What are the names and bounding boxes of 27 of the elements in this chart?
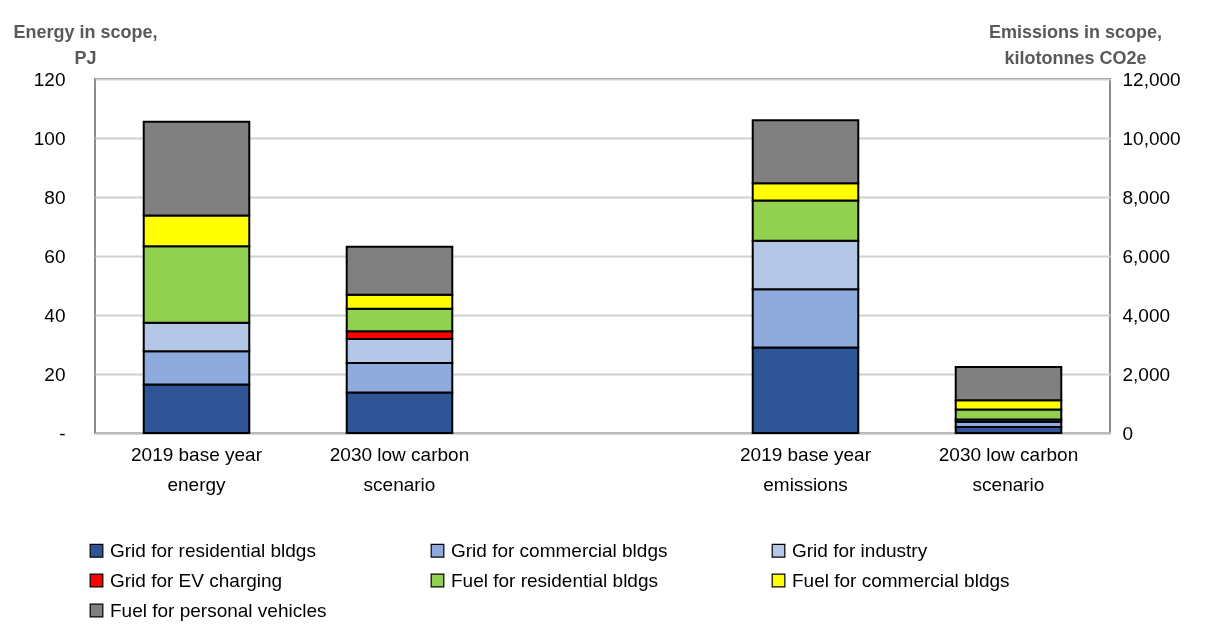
y-tick-label: 40: [44, 304, 66, 326]
legend-label: Grid for commercial bldgs: [451, 539, 668, 561]
legend-label: Fuel for personal vehicles: [110, 599, 327, 621]
legend-label: Fuel for commercial bldgs: [792, 569, 1010, 591]
y2-axis-title: Emissions in scope, kilotonnes CO2e: [988, 21, 1163, 68]
legend-label: Fuel for residential bldgs: [451, 569, 658, 591]
y-tick-label: 120: [33, 68, 66, 90]
y-axis-title: Energy in scope, PJ: [13, 21, 158, 68]
y2-tick-label: 8,000: [1122, 186, 1171, 208]
y-tick-label: -: [59, 422, 66, 444]
y-tick-label: 80: [44, 186, 66, 208]
legend-label: Grid for industry: [792, 539, 928, 561]
y2-tick-label: 12,000: [1122, 68, 1181, 90]
legend-label: Grid for residential bldgs: [110, 539, 316, 561]
y2-tick-label: 6,000: [1122, 245, 1171, 267]
legend-label: Grid for EV charging: [110, 569, 283, 591]
y2-tick-label: 4,000: [1122, 304, 1171, 326]
x-tick-label: 2019 base year emissions: [740, 443, 872, 495]
y2-tick-label: 10,000: [1122, 127, 1181, 149]
y-tick-label: 100: [33, 127, 66, 149]
x-tick-label: 2030 low carbon scenario: [329, 443, 470, 495]
x-tick-label: 2019 base year energy: [131, 443, 263, 495]
y2-tick-label: 2,000: [1122, 363, 1171, 385]
y2-tick-label: 0: [1122, 422, 1134, 444]
y-tick-label: 20: [44, 363, 66, 385]
y-tick-label: 60: [44, 245, 66, 267]
x-tick-label: 2030 low carbon scenario: [938, 443, 1079, 495]
